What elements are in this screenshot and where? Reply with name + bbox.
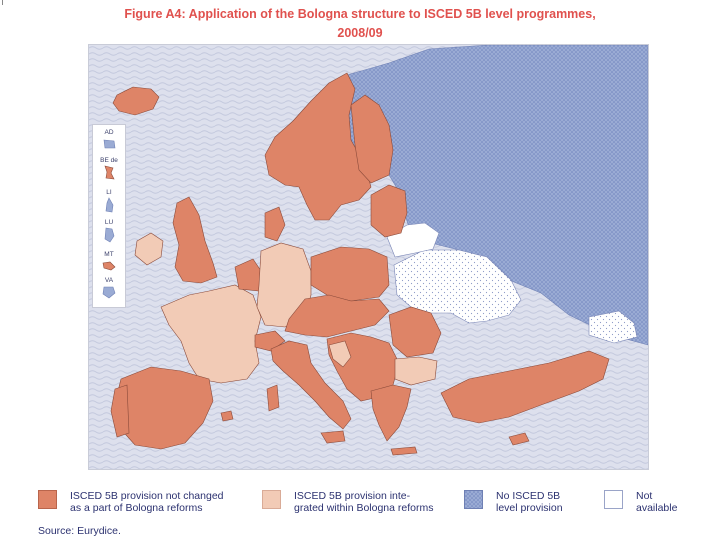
inset-shape-ad bbox=[103, 139, 116, 149]
region-balearic bbox=[220, 410, 234, 422]
legend-swatch-not-changed bbox=[38, 490, 57, 509]
region-sardinia bbox=[266, 384, 280, 412]
region-crete bbox=[390, 446, 418, 456]
inset-shape-lu bbox=[104, 227, 115, 243]
inset-shape-li bbox=[105, 197, 114, 213]
europe-map bbox=[88, 44, 649, 470]
inset-label-lu: LU bbox=[104, 219, 114, 226]
inset-shape-be-de bbox=[104, 165, 115, 180]
region-bulgaria bbox=[394, 356, 438, 386]
inset-shape-va bbox=[102, 286, 116, 299]
inset-label-be-de: BE de bbox=[100, 157, 118, 164]
source-note: Source: Eurydice. bbox=[38, 525, 121, 537]
legend-swatch-no-provision bbox=[464, 490, 483, 509]
inset-label-va: VA bbox=[104, 277, 114, 284]
legend-swatch-integrated bbox=[262, 490, 281, 509]
region-poland bbox=[310, 246, 390, 302]
region-ireland bbox=[134, 232, 164, 266]
region-croatia bbox=[328, 340, 352, 368]
figure-title: Figure A4: Application of the Bologna st… bbox=[100, 5, 620, 43]
figure-title-line-1: Figure A4: Application of the Bologna st… bbox=[124, 7, 596, 21]
region-greece bbox=[370, 384, 412, 442]
region-finland bbox=[350, 94, 394, 184]
inset-andorra: AD bbox=[93, 129, 125, 155]
region-france bbox=[160, 284, 262, 384]
region-sicily bbox=[320, 430, 346, 444]
region-caucasus bbox=[588, 310, 638, 344]
legend-label-integrated: ISCED 5B provision inte- grated within B… bbox=[294, 490, 434, 514]
region-central-europe bbox=[284, 294, 390, 338]
region-iceland bbox=[112, 86, 160, 116]
legend-integrated: ISCED 5B provision inte- grated within B… bbox=[262, 490, 452, 522]
region-denmark bbox=[264, 206, 286, 242]
small-states-inset: AD BE de LI LU MT VA bbox=[92, 124, 126, 308]
region-italy bbox=[270, 340, 352, 430]
region-uk bbox=[172, 196, 218, 284]
region-portugal bbox=[110, 384, 130, 438]
inset-malta: MT bbox=[93, 251, 125, 277]
map-svg bbox=[89, 45, 648, 469]
inset-shape-mt bbox=[102, 261, 116, 271]
inset-vatican: VA bbox=[93, 277, 125, 304]
legend-no-provision: No ISCED 5B level provision bbox=[464, 490, 584, 522]
inset-label-ad: AD bbox=[104, 129, 114, 136]
region-turkey bbox=[440, 350, 610, 424]
legend-label-not-available: Not available bbox=[636, 490, 678, 514]
inset-liechtenstein: LI bbox=[93, 189, 125, 218]
legend-label-no-provision: No ISCED 5B level provision bbox=[496, 490, 563, 514]
region-baltics bbox=[370, 184, 408, 238]
legend-label-not-changed: ISCED 5B provision not changed as a part… bbox=[70, 490, 224, 514]
inset-label-li: LI bbox=[106, 189, 112, 196]
legend-not-changed: ISCED 5B provision not changed as a part… bbox=[38, 490, 248, 522]
region-cyprus bbox=[508, 432, 530, 446]
figure-title-line-2: 2008/09 bbox=[337, 26, 383, 40]
inset-label-mt: MT bbox=[104, 251, 114, 258]
legend-not-available: Not available bbox=[604, 490, 694, 522]
legend-swatch-not-available bbox=[604, 490, 623, 509]
legend-dots-pattern bbox=[465, 491, 482, 508]
region-romania bbox=[388, 306, 442, 358]
corner-mark bbox=[2, 0, 3, 5]
inset-luxembourg: LU bbox=[93, 219, 125, 248]
inset-belgium-de: BE de bbox=[93, 157, 125, 186]
